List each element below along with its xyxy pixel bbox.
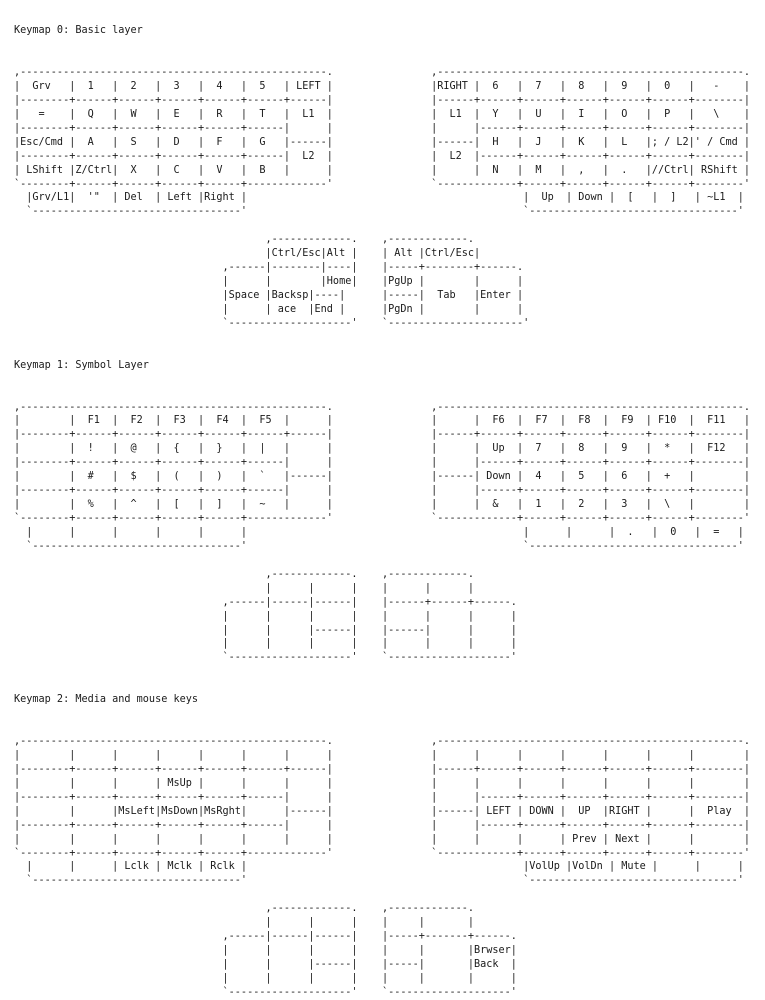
keymap-documentation-page: Keymap 0: Basic layer ,-----------------… <box>14 25 750 998</box>
ascii-keymap-art: Keymap 0: Basic layer ,-----------------… <box>14 25 751 998</box>
